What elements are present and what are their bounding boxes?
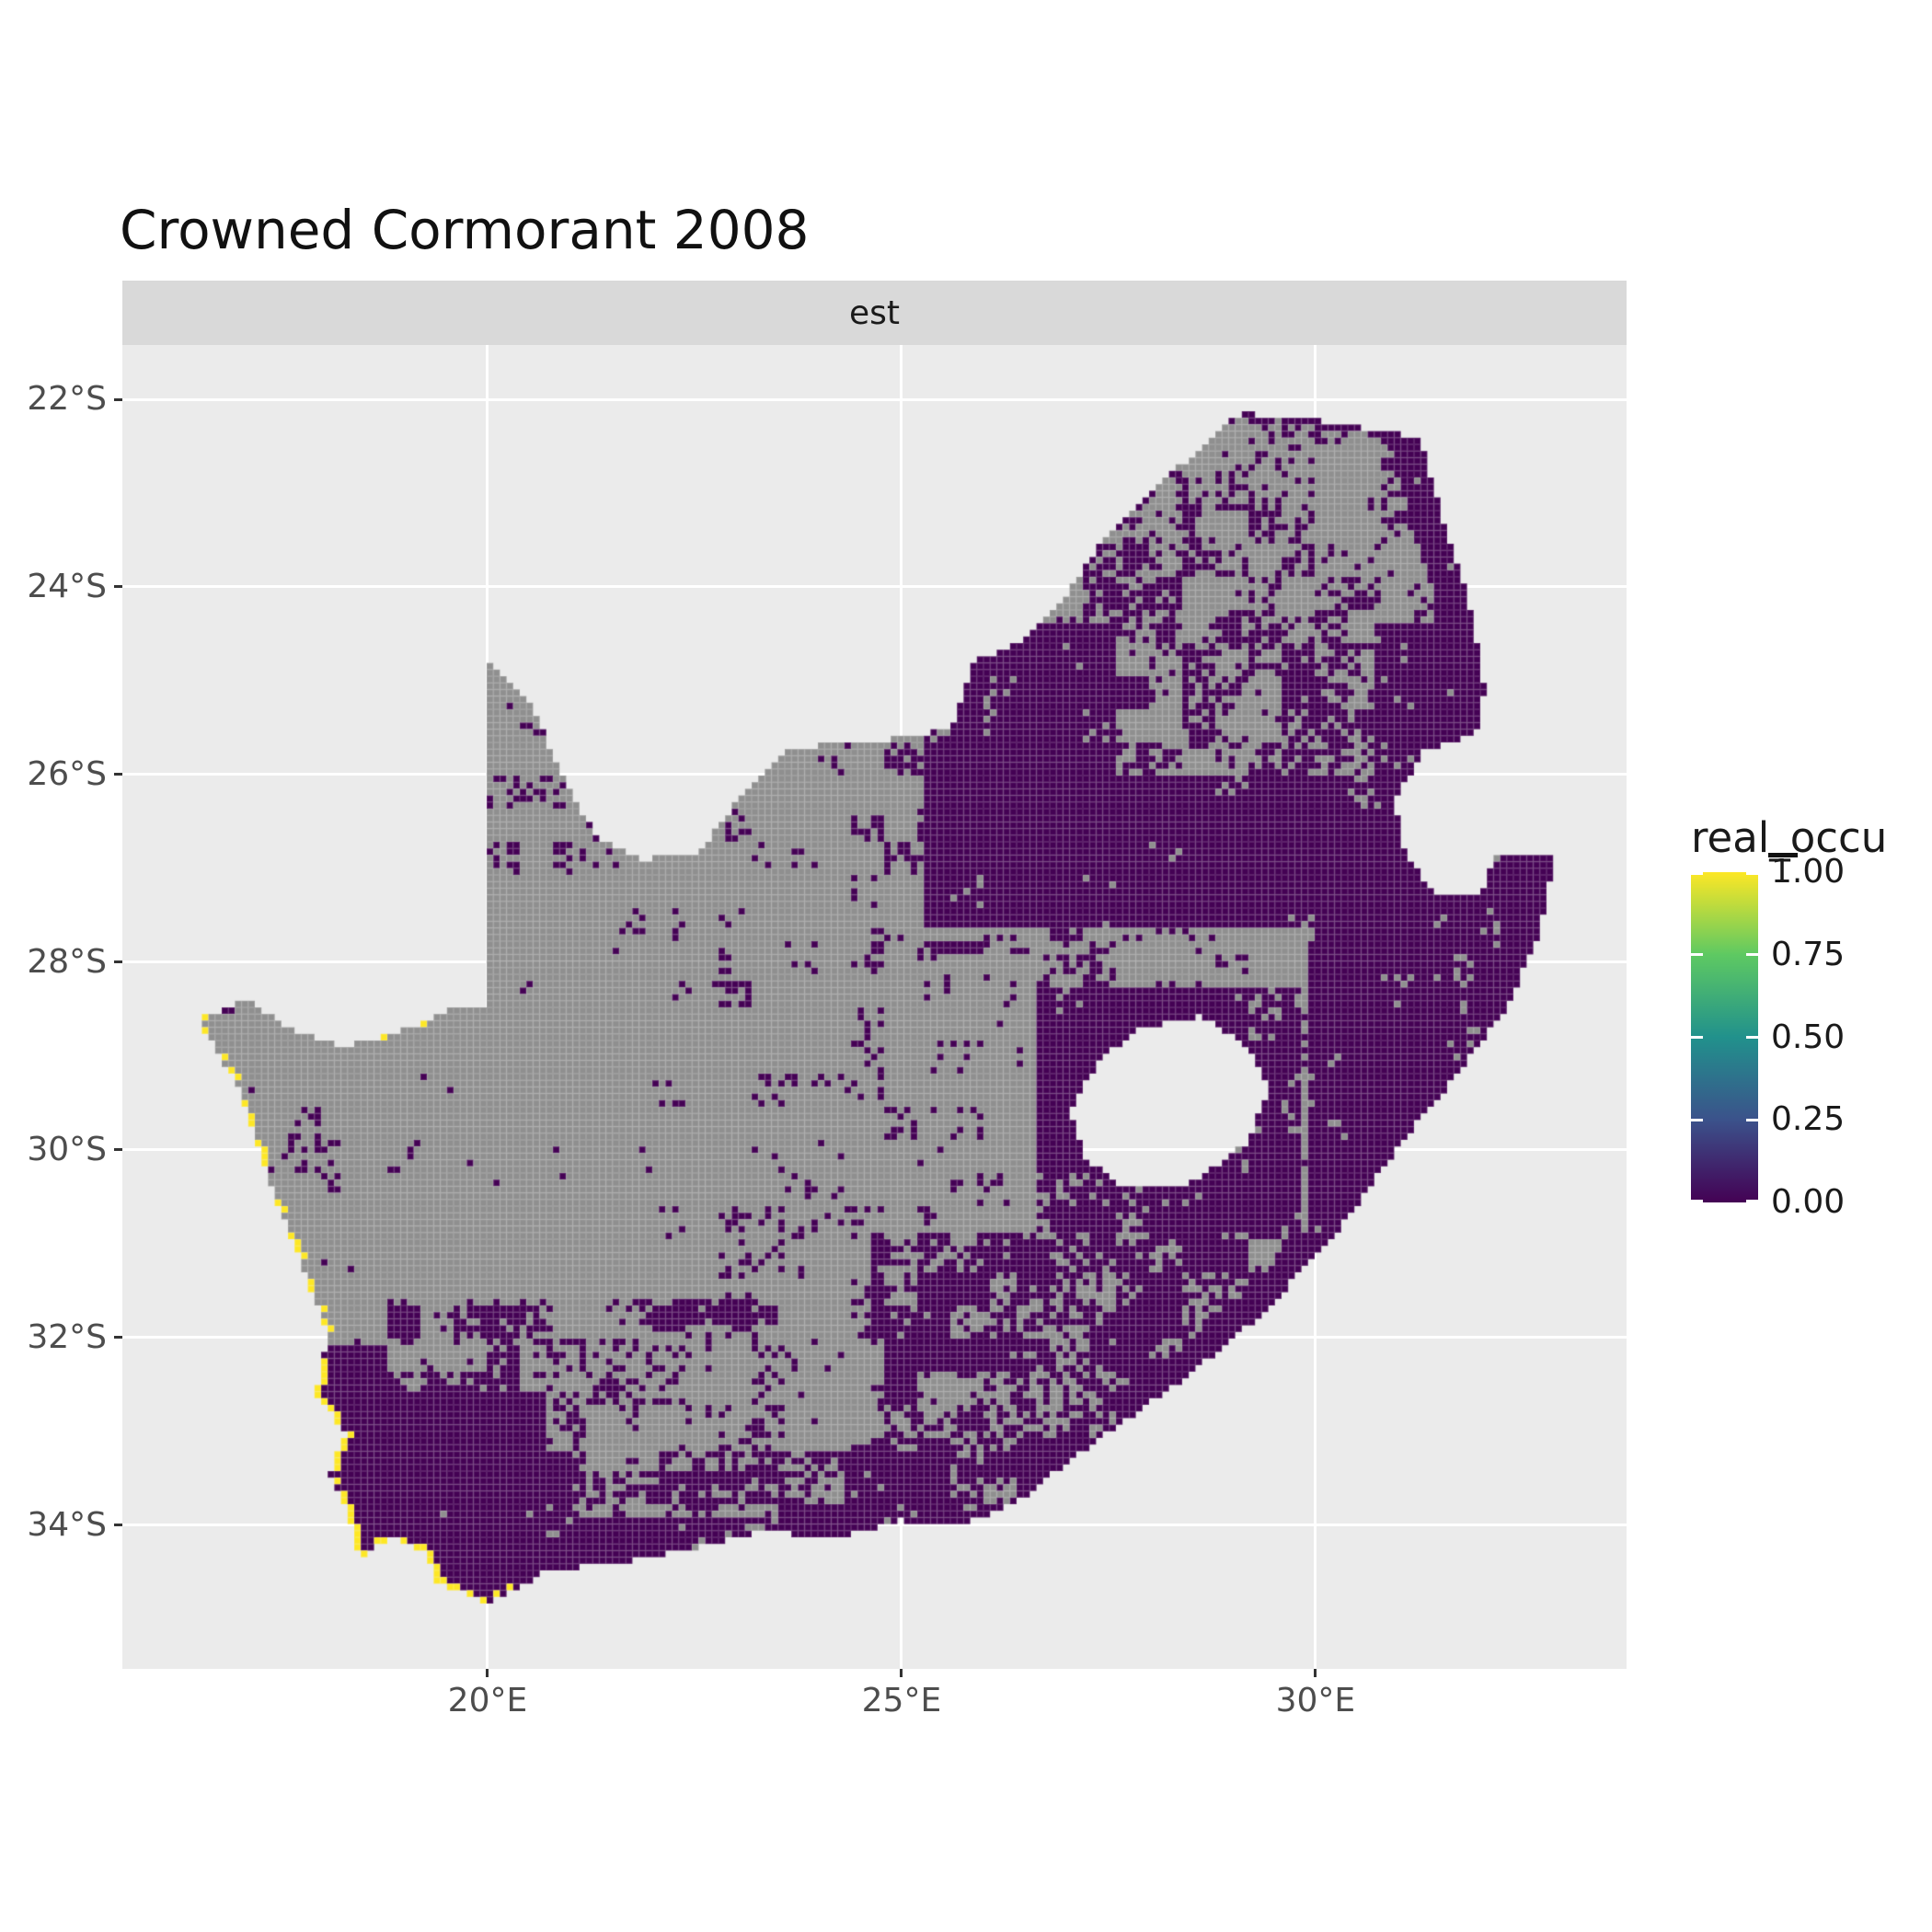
legend-tick-mark [1691, 1036, 1703, 1039]
y-tick-mark [114, 1524, 122, 1527]
map-raster [122, 345, 1627, 1669]
y-tick-mark [114, 773, 122, 776]
legend-tick-mark [1746, 871, 1758, 875]
facet-strip-label: est [848, 293, 901, 332]
plot-panel [122, 345, 1627, 1669]
legend-tick-mark [1746, 1118, 1758, 1121]
legend-tick-mark [1746, 1036, 1758, 1039]
legend-tick-label: 0.00 [1771, 1183, 1846, 1221]
legend-tick-label: 0.25 [1771, 1100, 1846, 1139]
legend-tick-mark [1691, 871, 1703, 875]
legend: real_occu 1.00 0.75 0.50 0.25 0.00 [1691, 813, 1887, 1219]
legend-tick-mark [1691, 1199, 1703, 1202]
legend-tick-mark [1691, 953, 1703, 957]
y-tick-mark [114, 1336, 122, 1340]
y-tick-label: 22°S [27, 380, 107, 419]
legend-tick-mark [1746, 953, 1758, 957]
legend-tick-mark [1691, 1118, 1703, 1121]
x-tick-label: 25°E [861, 1682, 942, 1719]
y-tick-label: 30°S [27, 1130, 107, 1168]
legend-tick-label: 0.75 [1771, 935, 1846, 973]
y-tick-mark [114, 397, 122, 401]
y-tick-label: 32°S [27, 1317, 107, 1356]
x-tick-label: 20°E [447, 1682, 528, 1719]
y-tick-mark [114, 960, 122, 964]
x-tick-mark [900, 1669, 903, 1677]
legend-tick-label: 0.50 [1771, 1018, 1846, 1056]
plot-title: Crowned Cormorant 2008 [120, 199, 810, 261]
legend-top-tick-dash [1768, 853, 1798, 857]
legend-tick-label: 1.00 [1771, 853, 1846, 891]
y-tick-label: 28°S [27, 942, 107, 981]
y-tick-label: 26°S [27, 754, 107, 793]
x-tick-mark [1314, 1669, 1317, 1677]
y-tick-label: 34°S [27, 1505, 107, 1544]
legend-tick-mark [1746, 1199, 1758, 1202]
y-tick-label: 24°S [27, 567, 107, 605]
y-tick-mark [114, 1148, 122, 1152]
x-tick-label: 30°E [1275, 1682, 1356, 1719]
x-tick-mark [486, 1669, 489, 1677]
facet-strip: est [122, 281, 1627, 345]
y-tick-mark [114, 585, 122, 589]
